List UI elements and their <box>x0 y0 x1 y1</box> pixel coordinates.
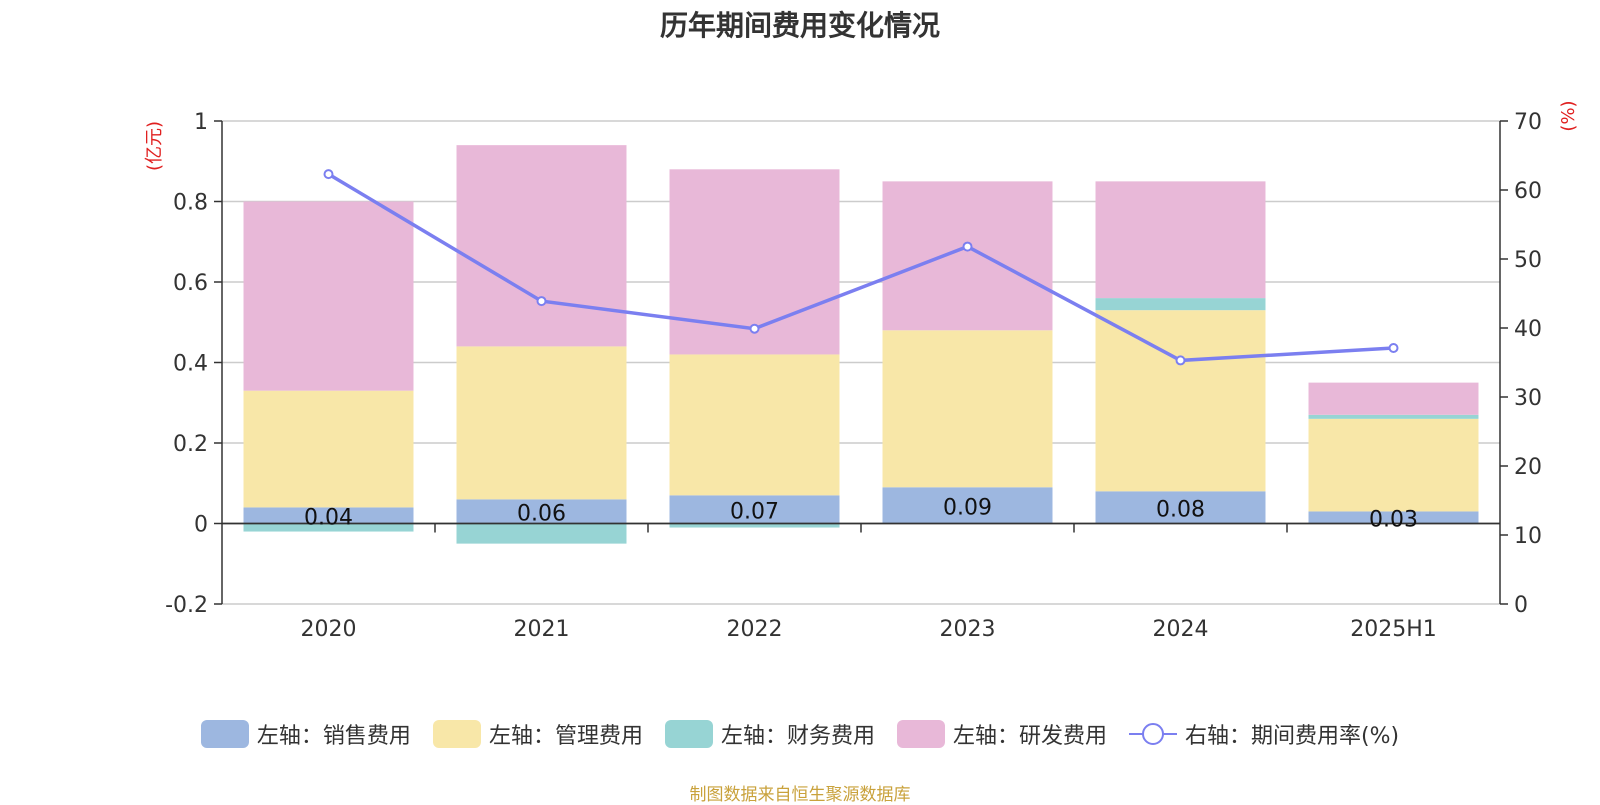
line-series <box>327 172 1394 363</box>
legend-item[interactable]: 右轴：期间费用率(%) <box>1128 718 1400 750</box>
y-right-tick-label: 70 <box>1514 110 1542 135</box>
y-left-axis-title: (亿元) <box>144 121 165 171</box>
bar <box>456 346 627 500</box>
y-left-tick-label: 0.6 <box>173 271 208 296</box>
y-left-tick-label: 0.8 <box>173 191 208 216</box>
bar <box>1308 511 1479 524</box>
line-point <box>323 169 334 180</box>
bar <box>243 201 414 391</box>
chart-title: 历年期间费用变化情况 <box>659 9 940 42</box>
legend-label: 左轴：管理费用 <box>488 724 643 749</box>
line-point <box>962 241 973 252</box>
line-point <box>749 323 760 334</box>
line-point <box>1175 355 1186 366</box>
bar <box>243 390 414 508</box>
y-left-tick-label: 1 <box>194 110 208 135</box>
y-right-tick-label: 10 <box>1514 524 1542 549</box>
legend-label: 左轴：销售费用 <box>256 724 411 749</box>
bar-data-label: 0.08 <box>1156 497 1205 522</box>
bar <box>1308 418 1479 512</box>
bar <box>669 169 840 355</box>
chart-plot: -0.200.20.40.60.81010203040506070(亿元)(%)… <box>144 100 1579 642</box>
bar <box>1095 181 1266 299</box>
y-left-tick-label: 0 <box>194 513 208 538</box>
y-right-tick-label: 30 <box>1514 386 1542 411</box>
x-tick-label: 2023 <box>940 617 996 642</box>
bar <box>456 523 627 544</box>
legend-item[interactable]: 左轴：管理费用 <box>432 718 643 750</box>
x-tick-label: 2025H1 <box>1350 617 1437 642</box>
bar <box>669 495 840 524</box>
bar <box>882 487 1053 524</box>
legend-item[interactable]: 左轴：销售费用 <box>200 718 411 750</box>
bar <box>243 507 414 524</box>
legend-swatch <box>1128 723 1177 745</box>
bar-data-label: 0.03 <box>1369 507 1418 532</box>
bar <box>882 330 1053 488</box>
bar <box>1095 310 1266 492</box>
y-left-tick-label: 0.2 <box>173 432 208 457</box>
x-tick-label: 2021 <box>514 617 570 642</box>
bar <box>1308 414 1479 419</box>
legend-label: 右轴：期间费用率(%) <box>1184 724 1400 749</box>
bar-data-label: 0.09 <box>943 495 992 520</box>
y-right-tick-label: 60 <box>1514 179 1542 204</box>
legend-swatch <box>200 720 249 748</box>
legend-label: 左轴：研发费用 <box>952 724 1107 749</box>
bar <box>669 523 840 528</box>
bar <box>1095 298 1266 311</box>
bar-data-label: 0.04 <box>304 505 353 530</box>
legend-swatch <box>432 720 481 748</box>
bar <box>243 523 414 532</box>
legend-label: 左轴：财务费用 <box>720 724 875 749</box>
x-tick-label: 2022 <box>727 617 783 642</box>
legend: 左轴：销售费用 左轴：管理费用 左轴：财务费用 左轴：研发费用 右轴：期间费用率(%) <box>0 718 1600 750</box>
bar-data-label: 0.07 <box>730 499 779 524</box>
y-left-tick-label: -0.2 <box>165 593 208 618</box>
line-point <box>1388 343 1399 354</box>
y-right-axis-title: (%) <box>1558 100 1579 131</box>
bar <box>456 145 627 347</box>
bar <box>669 354 840 496</box>
bar <box>1308 382 1479 415</box>
bar <box>456 499 627 524</box>
x-tick-label: 2024 <box>1153 617 1209 642</box>
legend-item[interactable]: 左轴：研发费用 <box>896 718 1107 750</box>
legend-swatch <box>896 720 945 748</box>
legend-item[interactable]: 左轴：财务费用 <box>664 718 875 750</box>
y-right-tick-label: 40 <box>1514 317 1542 342</box>
source-note: 制图数据来自恒生聚源数据库 <box>689 785 911 805</box>
line-point <box>536 296 547 307</box>
x-tick-label: 2020 <box>301 617 357 642</box>
y-right-tick-label: 20 <box>1514 455 1542 480</box>
bar <box>882 181 1053 331</box>
legend-swatch <box>664 720 713 748</box>
y-right-tick-label: 0 <box>1514 593 1528 618</box>
y-left-tick-label: 0.4 <box>173 352 208 377</box>
bar <box>1095 491 1266 524</box>
bar-data-label: 0.06 <box>517 501 566 526</box>
y-right-tick-label: 50 <box>1514 248 1542 273</box>
